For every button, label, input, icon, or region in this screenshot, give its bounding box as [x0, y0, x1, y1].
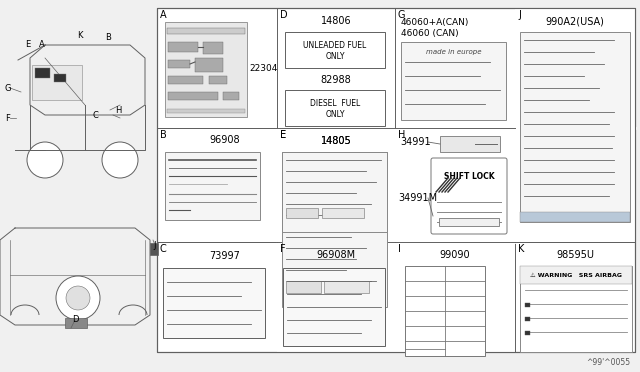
Text: B: B	[160, 130, 167, 140]
Bar	[54, 74, 66, 82]
Text: 46060 (CAN): 46060 (CAN)	[401, 29, 459, 38]
Text: 96908M: 96908M	[316, 250, 356, 260]
Text: E: E	[280, 130, 286, 140]
Bar	[223, 92, 239, 100]
Text: 22304: 22304	[249, 64, 277, 73]
Text: A: A	[160, 10, 166, 20]
Bar	[203, 42, 223, 54]
Bar	[440, 136, 500, 152]
Text: UNLEADED FUEL: UNLEADED FUEL	[303, 41, 367, 49]
Text: K: K	[77, 31, 83, 39]
Text: 46060+A(CAN): 46060+A(CAN)	[401, 17, 469, 26]
Bar	[439, 218, 499, 226]
Bar	[168, 76, 203, 84]
Text: C: C	[92, 110, 98, 119]
Text: DIESEL  FUEL: DIESEL FUEL	[310, 99, 360, 108]
Bar	[525, 303, 530, 307]
Bar	[165, 152, 260, 220]
Bar	[35, 68, 50, 78]
Text: ⚠ WARNING   SRS AIRBAG: ⚠ WARNING SRS AIRBAG	[530, 273, 622, 278]
Bar	[167, 28, 245, 34]
Bar	[150, 243, 158, 255]
Bar	[520, 32, 630, 222]
Text: 14805: 14805	[321, 136, 351, 146]
Bar	[520, 266, 632, 284]
Circle shape	[102, 142, 138, 178]
Bar	[165, 22, 247, 117]
Text: D: D	[72, 315, 78, 324]
Text: 14806: 14806	[321, 16, 351, 26]
Bar	[209, 76, 227, 84]
Bar	[405, 266, 485, 356]
Bar	[168, 60, 190, 68]
Text: G: G	[398, 10, 406, 20]
Text: 990A2(USA): 990A2(USA)	[545, 16, 604, 26]
Bar	[286, 208, 318, 218]
Bar	[282, 152, 387, 232]
Text: ONLY: ONLY	[325, 51, 345, 61]
Bar	[157, 8, 635, 352]
Text: J: J	[154, 241, 156, 250]
Text: ONLY: ONLY	[325, 109, 345, 119]
Bar	[285, 90, 385, 126]
Bar	[286, 281, 321, 293]
Bar	[282, 152, 387, 307]
Bar	[322, 208, 364, 218]
Text: 34991: 34991	[400, 137, 431, 147]
Text: C: C	[160, 244, 167, 254]
Text: F: F	[280, 244, 285, 254]
Text: F: F	[6, 113, 10, 122]
Text: B: B	[105, 32, 111, 42]
Text: 98595U: 98595U	[556, 250, 594, 260]
Bar	[401, 42, 506, 120]
Bar	[283, 268, 385, 346]
Text: J: J	[518, 10, 521, 20]
Bar	[525, 331, 530, 335]
Bar	[515, 8, 635, 242]
Text: 73997: 73997	[209, 251, 241, 261]
Bar	[157, 8, 635, 352]
Text: 99090: 99090	[440, 250, 470, 260]
FancyBboxPatch shape	[431, 158, 507, 234]
Bar	[32, 65, 82, 100]
Text: K: K	[518, 244, 524, 254]
Text: SHIFT LOCK: SHIFT LOCK	[444, 171, 494, 180]
Bar	[520, 212, 630, 222]
Text: made in europe: made in europe	[426, 49, 481, 55]
Text: D: D	[280, 10, 287, 20]
Text: A: A	[39, 39, 45, 48]
Circle shape	[66, 286, 90, 310]
Bar	[195, 58, 223, 72]
Text: E: E	[280, 130, 286, 140]
Bar	[285, 32, 385, 68]
Circle shape	[56, 276, 100, 320]
Bar	[163, 268, 265, 338]
Text: ^99'^0055: ^99'^0055	[586, 358, 630, 367]
Text: E: E	[26, 39, 31, 48]
Bar	[277, 128, 395, 352]
Text: 82988: 82988	[321, 75, 351, 85]
Text: 14805: 14805	[321, 136, 351, 146]
Text: I: I	[398, 244, 401, 254]
Text: H: H	[115, 106, 121, 115]
Bar	[395, 128, 515, 352]
Bar	[168, 42, 198, 52]
Text: G: G	[4, 83, 12, 93]
Text: H: H	[398, 130, 405, 140]
Circle shape	[27, 142, 63, 178]
Bar	[65, 318, 87, 328]
Bar	[324, 281, 369, 293]
Text: 34991M: 34991M	[398, 193, 437, 203]
Bar	[525, 317, 530, 321]
Bar	[167, 109, 245, 113]
Bar	[520, 266, 632, 352]
Bar	[168, 92, 218, 100]
Text: 96908: 96908	[210, 135, 240, 145]
